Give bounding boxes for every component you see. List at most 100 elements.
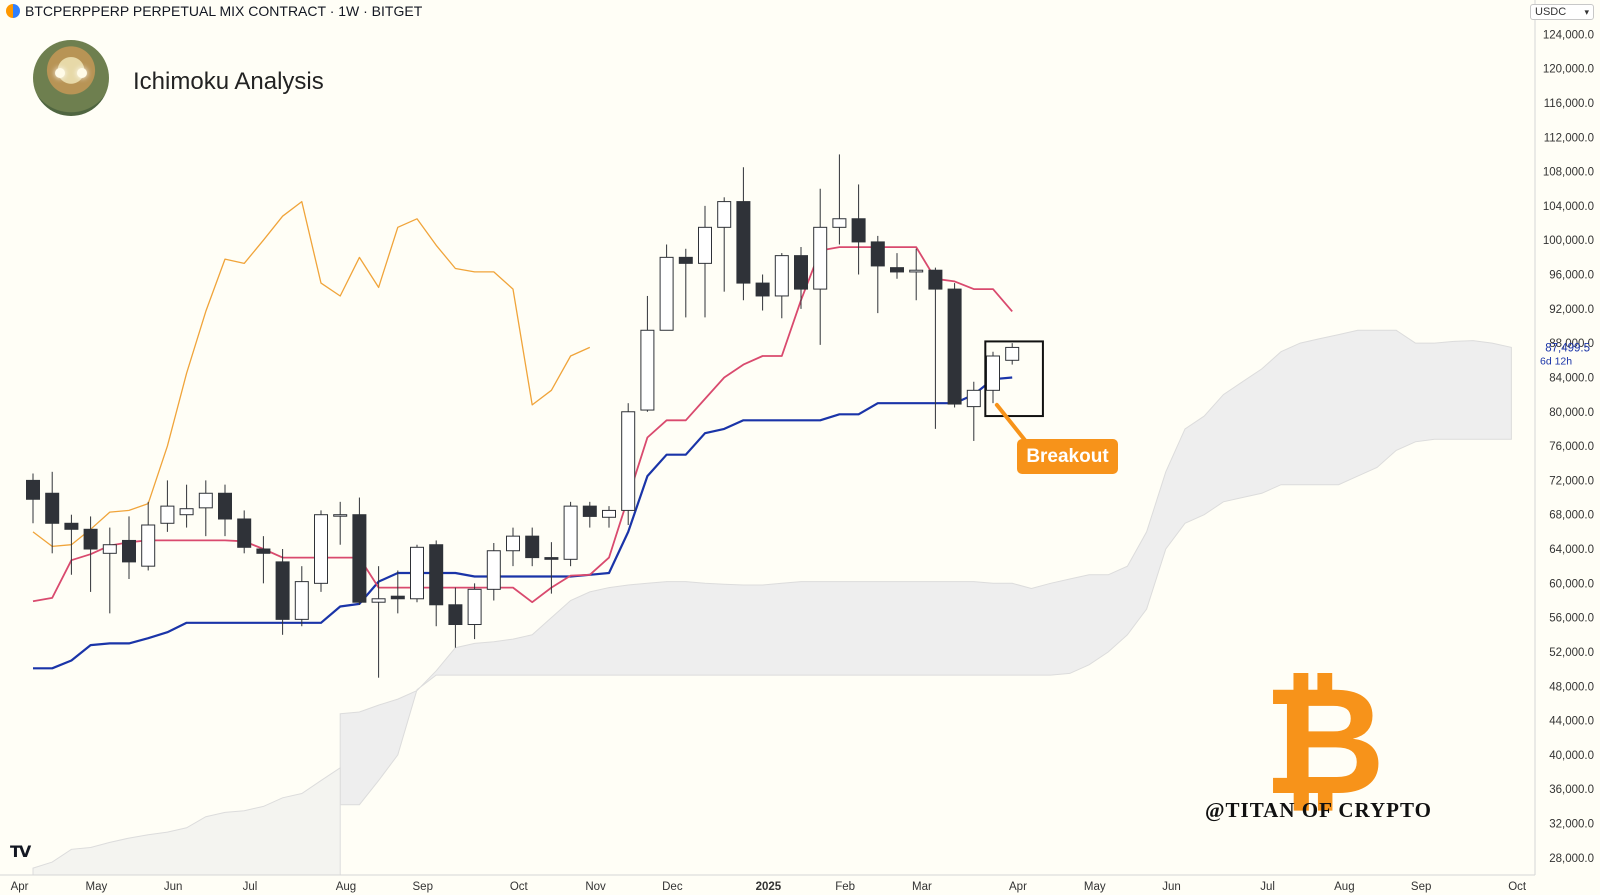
candle (294, 566, 309, 627)
currency-label: USDC (1535, 6, 1567, 18)
candle (102, 527, 117, 614)
candle-body (179, 508, 194, 516)
time-tick-label: Dec (662, 881, 683, 893)
time-tick-label: 2025 (756, 881, 782, 893)
candle-body (237, 518, 252, 548)
candle-body (582, 505, 597, 517)
candle-body (141, 524, 156, 567)
price-tick-label: 64,000.0 (1549, 544, 1594, 556)
candle (851, 184, 866, 275)
currency-selector[interactable]: USDC ▾ (1530, 4, 1594, 20)
candle (659, 244, 674, 331)
candle-body (371, 598, 386, 603)
candle-body (736, 201, 751, 284)
breakout-label: Breakout (1017, 439, 1118, 474)
candle-body (909, 269, 924, 273)
tradingview-logo-icon: TV (10, 842, 31, 861)
candle-body (352, 514, 367, 603)
candle (467, 583, 482, 640)
candle-body (525, 535, 540, 559)
candle (890, 253, 904, 279)
candle-body (410, 546, 424, 600)
time-tick-label: Aug (336, 881, 356, 893)
candle (755, 274, 770, 311)
candle-body (1005, 346, 1020, 361)
candle (237, 510, 252, 554)
symbol-header[interactable]: BTCPERPPERP PERPETUAL MIX CONTRACT · 1W … (6, 3, 422, 19)
time-tick-label: Apr (11, 881, 29, 893)
candle-body (813, 226, 828, 290)
time-tick-label: Aug (1334, 881, 1354, 893)
price-tick-label: 56,000.0 (1549, 613, 1594, 625)
candle-body (198, 492, 213, 509)
candle (160, 480, 175, 532)
time-tick-label: Sep (413, 881, 433, 893)
candle (314, 510, 328, 592)
candle-body (659, 256, 674, 331)
candle-body (851, 218, 866, 243)
candle (45, 471, 60, 554)
time-tick-label: May (1084, 881, 1106, 893)
candle (390, 570, 405, 614)
candle-body (486, 550, 501, 590)
chart-title: Ichimoku Analysis (133, 68, 324, 95)
price-tick-label: 92,000.0 (1549, 304, 1594, 316)
candle (352, 497, 367, 605)
candle (832, 154, 847, 245)
price-tick-label: 116,000.0 (1544, 98, 1594, 110)
candle-body (314, 514, 328, 584)
price-tick-label: 124,000.0 (1543, 29, 1594, 41)
bitcoin-logo-icon: ₿ (1263, 655, 1386, 829)
symbol-line: BTCPERPPERP PERPETUAL MIX CONTRACT · 1W … (25, 3, 423, 19)
candle-body (966, 389, 981, 408)
candle-body (275, 561, 290, 620)
candle-body (45, 492, 60, 524)
candle-body (698, 226, 712, 264)
avatar-eye-icon (55, 68, 65, 78)
price-tick-label: 60,000.0 (1549, 578, 1594, 590)
price-tick-label: 28,000.0 (1549, 853, 1594, 865)
candle (794, 247, 808, 309)
candle-body (64, 522, 79, 530)
candle-body (160, 505, 175, 524)
avatar-eye-icon (77, 68, 87, 78)
candle-body (218, 492, 232, 520)
bitget-logo-icon (6, 4, 20, 18)
candle-body (717, 201, 732, 228)
candle (602, 506, 616, 528)
candle-body (333, 514, 348, 517)
candle (333, 501, 348, 545)
candle-body (640, 329, 655, 411)
time-tick-label: Jul (1260, 881, 1275, 893)
candle (947, 283, 962, 408)
time-tick-label: Oct (510, 881, 529, 893)
price-tick-label: 84,000.0 (1549, 372, 1594, 384)
candle-body (774, 255, 789, 297)
candle (410, 544, 424, 603)
candle (275, 549, 290, 635)
candle (218, 484, 232, 537)
candle (506, 527, 520, 567)
candle (678, 248, 693, 318)
chikou-span-line (32, 200, 591, 548)
candle-body (102, 544, 117, 554)
candle (582, 501, 597, 528)
candle (640, 295, 655, 412)
price-tick-label: 104,000.0 (1543, 201, 1594, 213)
price-tick-label: 112,000.0 (1544, 132, 1594, 144)
candle (966, 381, 981, 441)
price-tick-label: 72,000.0 (1549, 475, 1594, 487)
candle (64, 514, 79, 575)
candle-body (467, 588, 482, 626)
candle (256, 536, 271, 584)
price-tick-label: 76,000.0 (1549, 441, 1594, 453)
price-tick-label: 80,000.0 (1549, 407, 1594, 419)
avatar (33, 40, 109, 116)
candle-body (26, 479, 40, 500)
candle (83, 516, 98, 592)
candle-body (755, 282, 770, 297)
candle-body (947, 288, 962, 405)
kijun-sen-line (33, 376, 1013, 670)
